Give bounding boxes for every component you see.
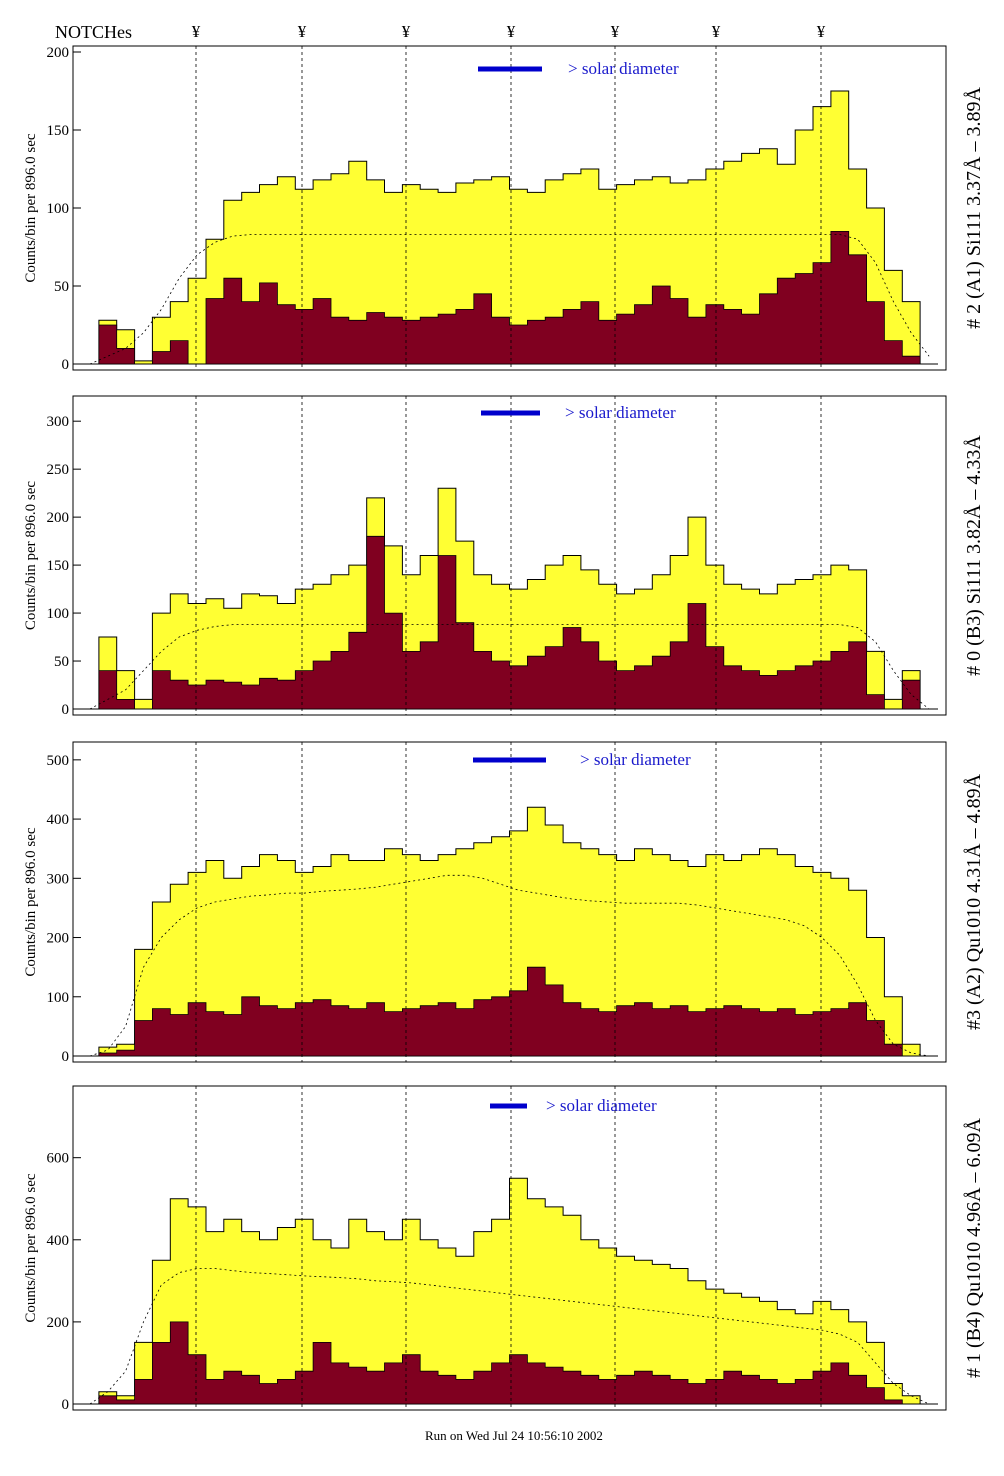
panel-1: 0 50 100 150 200 > solar diameter Counts/bin p… [23,45,985,373]
notch-marker-2: ¥ [298,22,307,41]
panel-detector-label: # 0 (B3) Si111 3.82Å – 4.33Å [963,435,985,676]
panel-4: 0 200 400 600 > solar diameter Counts/bin per… [23,1085,985,1413]
y-tick-label: 400 [47,812,70,828]
panel-3: 0 100 200 300 400 500 > solar diameter Counts/b… [23,741,985,1065]
y-tick-label: 100 [47,606,70,622]
y-axis-label: Counts/bin per 896.0 sec [23,827,39,976]
solar-diameter-label: > solar diameter [546,1096,657,1115]
y-tick-label: 200 [47,1315,70,1331]
notch-marker-1: ¥ [192,22,201,41]
y-tick-label: 0 [62,702,70,718]
y-tick-label: 0 [62,1049,70,1065]
notch-marker-6: ¥ [712,22,721,41]
y-tick-label: 400 [47,1233,70,1249]
y-tick-label: 300 [47,871,70,887]
total-counts-area [81,90,938,365]
core-counts-area [81,1321,938,1405]
model-curve [89,874,930,1057]
notch-markers: ¥ ¥ ¥ ¥ ¥ ¥ ¥ [192,22,826,41]
notch-marker-7: ¥ [817,22,826,41]
y-tick-label: 600 [47,1151,70,1167]
solar-diameter-label: > solar diameter [565,403,676,422]
core-counts-area [81,966,938,1057]
y-tick-label: 200 [47,510,70,526]
y-tick-label: 0 [62,357,70,373]
y-axis-label: Counts/bin per 896.0 sec [23,481,39,630]
y-axis-label: Counts/bin per 896.0 sec [23,1173,39,1322]
model-curve [89,1268,930,1405]
panels: 0 50 100 150 200 > solar diameter Counts/bin p… [23,45,985,1413]
notch-marker-5: ¥ [611,22,620,41]
y-tick-label: 200 [47,931,70,947]
y-tick-label: 300 [47,414,70,430]
panel-detector-label: # 1 (B4) Qu1010 4.96Å – 6.09Å [963,1117,985,1378]
y-tick-label: 100 [47,201,70,217]
notches-label: NOTCHes [55,22,132,42]
y-tick-label: 150 [47,123,70,139]
solar-diameter-label: > solar diameter [580,750,691,769]
core-counts-area [81,231,938,365]
notch-marker-4: ¥ [507,22,516,41]
run-timestamp: Run on Wed Jul 24 10:56:10 2002 [425,1428,603,1443]
core-counts-area [81,535,938,710]
total-counts-area [81,806,938,1057]
panel-2: 0 50 100 150 200 250 300 > solar diameter Counts… [23,395,985,718]
panel-detector-label: #3 (A2) Qu1010 4.31Å – 4.89Å [963,773,985,1030]
y-tick-label: 200 [47,45,70,61]
y-tick-label: 50 [54,654,69,670]
y-tick-label: 0 [62,1397,70,1413]
y-tick-label: 100 [47,990,70,1006]
model-curve [89,234,930,365]
y-tick-label: 50 [54,279,69,295]
notch-marker-3: ¥ [402,22,411,41]
total-counts-area [81,1177,938,1405]
y-tick-label: 150 [47,558,70,574]
y-tick-label: 500 [47,753,70,769]
y-axis-label: Counts/bin per 896.0 sec [23,133,39,282]
y-tick-label: 250 [47,462,70,478]
solar-diameter-label: > solar diameter [568,59,679,78]
panel-detector-label: # 2 (A1) Si111 3.37Å – 3.89Å [963,87,985,329]
